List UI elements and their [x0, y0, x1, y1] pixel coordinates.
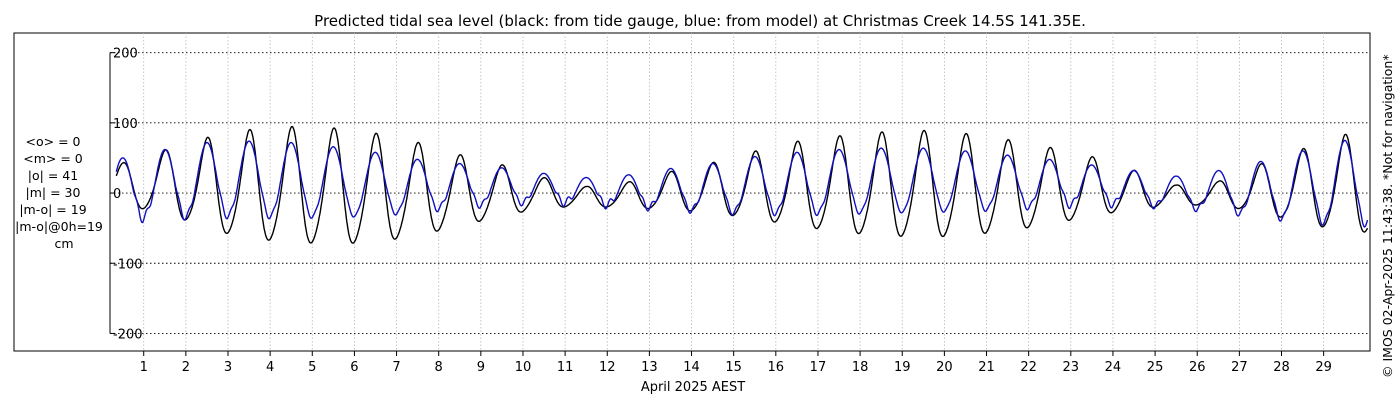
x-tick-label: 20	[936, 360, 953, 375]
x-tick-label: 11	[557, 360, 574, 375]
x-axis-label: April 2025 AEST	[641, 380, 745, 395]
x-tick-label: 26	[1189, 360, 1206, 375]
x-tick-label: 8	[435, 360, 443, 375]
x-tick-label: 29	[1315, 360, 1332, 375]
stat-mean-model: <m> = 0	[23, 151, 83, 166]
x-tick-label: 23	[1063, 360, 1080, 375]
x-tick-label: 14	[683, 360, 700, 375]
stat-abs-diff-0h: |m-o|@0h=19	[15, 219, 103, 234]
x-tick-label: 17	[810, 360, 827, 375]
copyright-note: © IMOS 02-Apr-2025 11:43:38. *Not for na…	[1380, 54, 1395, 378]
x-axis: 1 2 3 4 5 6 7 8 9 10 11 12 13 14 15 16 17 18 19 20 21 22 23 24 2…	[140, 351, 1332, 375]
series-group	[115, 125, 1369, 244]
model-line	[115, 139, 1369, 228]
x-tick-label: 15	[725, 360, 742, 375]
stat-unit: cm	[54, 236, 73, 251]
x-tick-label: 18	[852, 360, 869, 375]
x-tick-label: 2	[182, 360, 190, 375]
y-axis: 200 100 0 -100 -200	[109, 47, 143, 342]
x-tick-label: 22	[1020, 360, 1037, 375]
x-tick-label: 24	[1105, 360, 1122, 375]
x-tick-label: 25	[1147, 360, 1164, 375]
x-tick-label: 13	[641, 360, 658, 375]
x-tick-label: 1	[140, 360, 148, 375]
x-tick-label: 27	[1231, 360, 1248, 375]
x-tick-label: 7	[392, 360, 400, 375]
y-tick-label: 200	[113, 47, 138, 62]
x-tick-label: 6	[350, 360, 358, 375]
x-tick-label: 5	[308, 360, 316, 375]
stats-panel: <o> = 0 <m> = 0 |o| = 41 |m| = 30 |m-o| …	[15, 134, 103, 251]
grid	[110, 33, 1370, 351]
x-tick-label: 4	[266, 360, 274, 375]
y-tick-label: 100	[113, 117, 138, 132]
y-tick-label: -200	[113, 327, 143, 342]
chart-title: Predicted tidal sea level (black: from t…	[314, 12, 1086, 30]
x-tick-label: 12	[599, 360, 616, 375]
x-tick-label: 28	[1273, 360, 1290, 375]
x-tick-label: 3	[224, 360, 232, 375]
x-tick-label: 10	[515, 360, 532, 375]
x-tick-label: 21	[978, 360, 995, 375]
x-tick-label: 9	[477, 360, 485, 375]
x-tick-label: 19	[894, 360, 911, 375]
tide-gauge-line	[115, 125, 1369, 244]
y-tick-label: 0	[113, 187, 121, 202]
stat-abs-obs: |o| = 41	[28, 168, 78, 183]
x-tick-label: 16	[768, 360, 785, 375]
stat-mean-obs: <o> = 0	[26, 134, 81, 149]
y-tick-label: -100	[113, 257, 143, 272]
stat-abs-diff: |m-o| = 19	[19, 202, 86, 217]
stat-abs-model: |m| = 30	[26, 185, 81, 200]
